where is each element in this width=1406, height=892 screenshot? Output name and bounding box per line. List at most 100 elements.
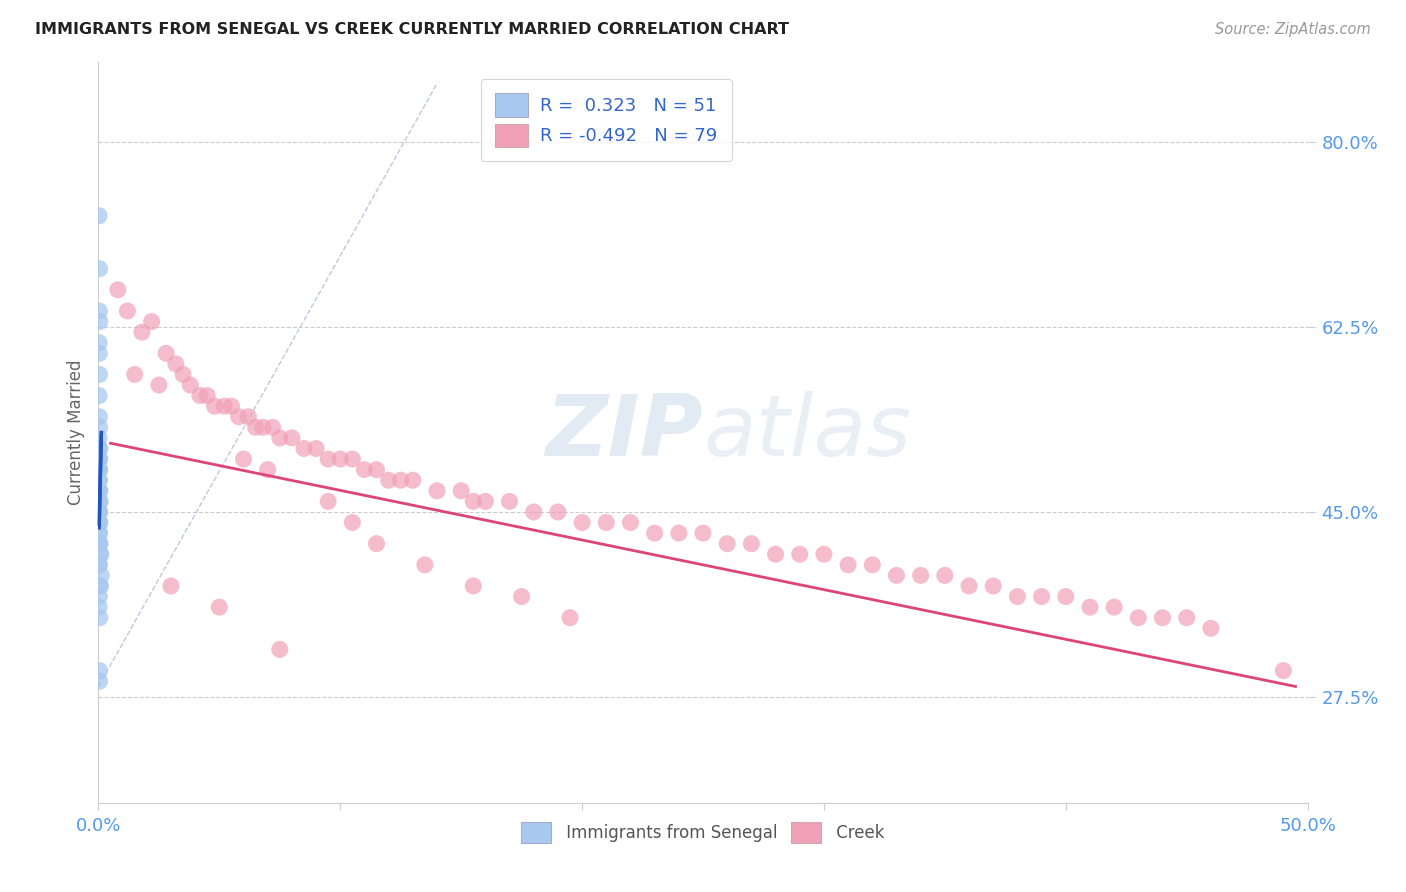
Point: [204, 399, 226, 413]
Point: [1199, 621, 1222, 635]
Point: [619, 516, 641, 530]
Point: [89, 473, 111, 487]
Point: [155, 346, 177, 360]
Point: [89, 462, 111, 476]
Point: [160, 579, 183, 593]
Point: [89, 314, 111, 328]
Point: [89, 536, 111, 550]
Text: Source: ZipAtlas.com: Source: ZipAtlas.com: [1215, 22, 1371, 37]
Point: [89, 536, 111, 550]
Point: [837, 558, 859, 572]
Point: [547, 505, 569, 519]
Point: [366, 462, 388, 476]
Point: [89, 516, 111, 530]
Point: [281, 431, 304, 445]
Point: [172, 368, 194, 382]
Point: [228, 409, 250, 424]
Legend:  Immigrants from Senegal,  Creek: Immigrants from Senegal, Creek: [515, 815, 891, 850]
Point: [269, 431, 291, 445]
Point: [498, 494, 520, 508]
Point: [463, 494, 485, 508]
Point: [262, 420, 284, 434]
Point: [789, 547, 811, 561]
Point: [813, 547, 835, 561]
Point: [89, 558, 111, 572]
Point: [558, 610, 581, 624]
Point: [89, 346, 111, 360]
Point: [595, 516, 617, 530]
Point: [89, 483, 111, 498]
Point: [89, 261, 111, 276]
Point: [353, 462, 375, 476]
Point: [89, 516, 111, 530]
Point: [450, 483, 472, 498]
Point: [316, 452, 339, 467]
Point: [238, 409, 260, 424]
Y-axis label: Currently Married: Currently Married: [66, 359, 84, 506]
Point: [89, 431, 111, 445]
Point: [292, 442, 315, 456]
Point: [90, 579, 112, 593]
Point: [89, 526, 111, 541]
Point: [89, 505, 111, 519]
Point: [124, 368, 146, 382]
Point: [1272, 664, 1295, 678]
Point: [389, 473, 412, 487]
Point: [474, 494, 496, 508]
Point: [221, 399, 243, 413]
Point: [165, 357, 187, 371]
Point: [90, 568, 112, 582]
Point: [141, 314, 163, 328]
Point: [256, 462, 278, 476]
Point: [329, 452, 352, 467]
Point: [644, 526, 666, 541]
Point: [692, 526, 714, 541]
Point: [89, 452, 111, 467]
Point: [89, 409, 111, 424]
Text: ZIP: ZIP: [546, 391, 703, 475]
Point: [305, 442, 328, 456]
Point: [89, 494, 111, 508]
Point: [463, 579, 485, 593]
Point: [1102, 600, 1125, 615]
Point: [89, 483, 111, 498]
Point: [89, 610, 111, 624]
Point: [89, 516, 111, 530]
Point: [89, 462, 111, 476]
Point: [910, 568, 932, 582]
Point: [981, 579, 1004, 593]
Point: [117, 304, 139, 318]
Point: [1152, 610, 1174, 624]
Point: [89, 674, 111, 689]
Point: [89, 547, 111, 561]
Point: [413, 558, 436, 572]
Point: [89, 452, 111, 467]
Point: [316, 494, 339, 508]
Point: [668, 526, 690, 541]
Point: [148, 378, 170, 392]
Point: [252, 420, 274, 434]
Point: [232, 452, 254, 467]
Point: [89, 335, 111, 350]
Point: [89, 494, 111, 508]
Point: [957, 579, 980, 593]
Point: [89, 388, 111, 402]
Point: [89, 505, 111, 519]
Point: [89, 420, 111, 434]
Point: [377, 473, 399, 487]
Point: [89, 442, 111, 456]
Point: [402, 473, 425, 487]
Point: [571, 516, 593, 530]
Point: [89, 494, 111, 508]
Point: [245, 420, 267, 434]
Point: [342, 452, 364, 467]
Point: [366, 536, 388, 550]
Point: [90, 547, 112, 561]
Point: [886, 568, 908, 582]
Point: [188, 388, 211, 402]
Point: [89, 536, 111, 550]
Point: [89, 494, 111, 508]
Point: [179, 378, 201, 392]
Point: [860, 558, 883, 572]
Point: [89, 600, 111, 615]
